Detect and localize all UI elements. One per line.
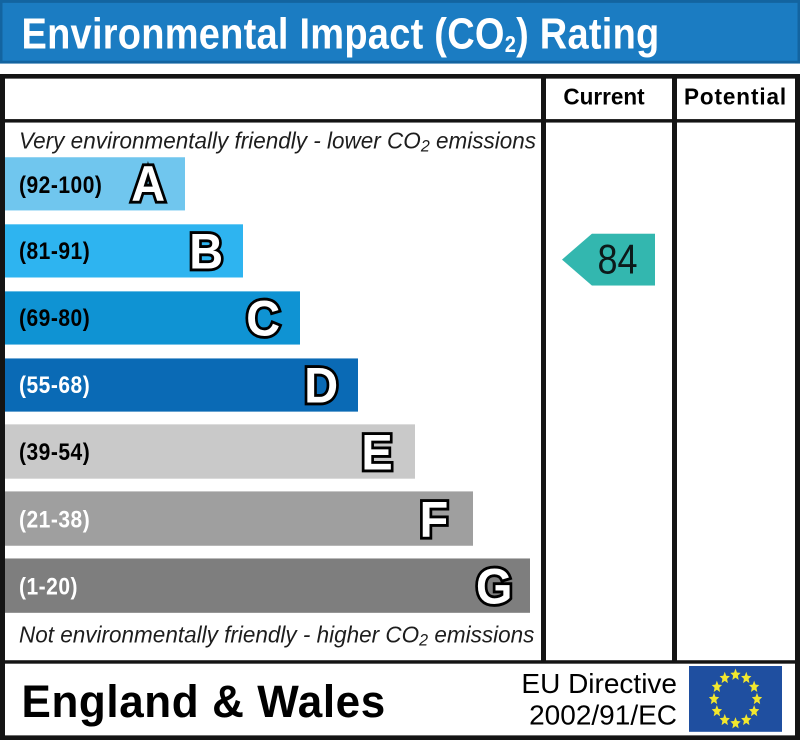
svg-text:84: 84	[597, 237, 637, 283]
